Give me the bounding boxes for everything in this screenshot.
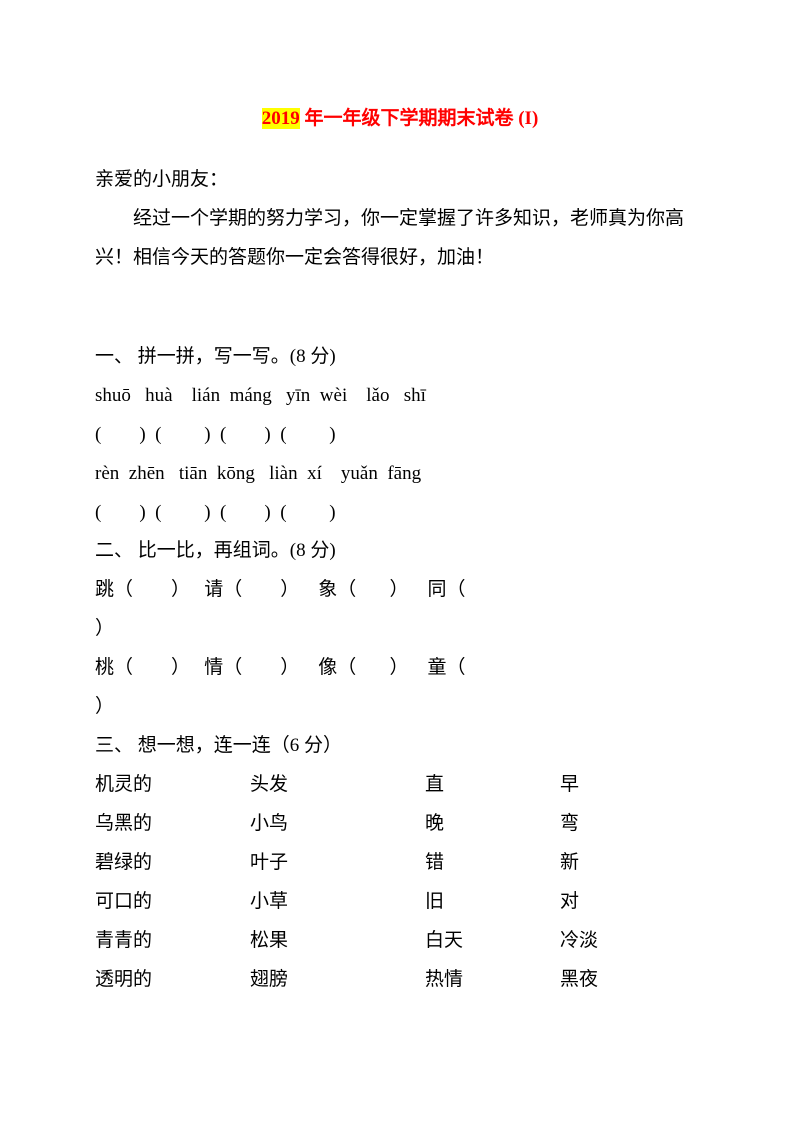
- blank-row-1: ( ) ( ) ( ) ( ): [95, 416, 705, 455]
- matching-cell: 小鸟: [250, 805, 425, 844]
- matching-cell: 黑夜: [560, 961, 660, 1000]
- section-3-heading: 三、 想一想，连一连（6 分）: [95, 727, 705, 766]
- matching-cell: 冷淡: [560, 922, 660, 961]
- spacing-gap: [95, 306, 705, 338]
- matching-cell: 青青的: [95, 922, 250, 961]
- matching-cell: 弯: [560, 805, 660, 844]
- pinyin-row-2: rèn zhēn tiān kōng liàn xí yuǎn fāng: [95, 455, 705, 494]
- matching-cell: 旧: [425, 883, 560, 922]
- matching-cell: 白天: [425, 922, 560, 961]
- section2-row2a: 桃（ ） 情（ ） 像（ ） 童（: [95, 649, 705, 688]
- section-2-heading: 二、 比一比，再组词。(8 分): [95, 532, 705, 571]
- matching-cell: 早: [560, 766, 660, 805]
- intro-paragraph: 经过一个学期的努力学习，你一定掌握了许多知识，老师真为你高兴！相信今天的答题你一…: [95, 200, 705, 278]
- matching-row: 可口的小草旧对: [95, 883, 705, 922]
- matching-cell: 热情: [425, 961, 560, 1000]
- exam-title: 2019 年一年级下学期期末试卷 (I): [95, 100, 705, 139]
- matching-cell: 机灵的: [95, 766, 250, 805]
- matching-cell: 翅膀: [250, 961, 425, 1000]
- pinyin-row-1: shuō huà lián máng yīn wèi lǎo shī: [95, 377, 705, 416]
- title-rest: 年一年级下学期期末试卷 (I): [300, 108, 539, 129]
- blank-row-2: ( ) ( ) ( ) ( ): [95, 494, 705, 533]
- matching-row: 透明的翅膀热情黑夜: [95, 961, 705, 1000]
- matching-cell: 对: [560, 883, 660, 922]
- matching-cell: 晚: [425, 805, 560, 844]
- exam-page: 2019 年一年级下学期期末试卷 (I) 亲爱的小朋友： 经过一个学期的努力学习…: [0, 0, 800, 1040]
- matching-cell: 碧绿的: [95, 844, 250, 883]
- section2-row1a: 跳（ ） 请（ ） 象（ ） 同（: [95, 571, 705, 610]
- matching-cell: 乌黑的: [95, 805, 250, 844]
- greeting-line: 亲爱的小朋友：: [95, 161, 705, 200]
- section-3-grid: 机灵的头发直早乌黑的小鸟晚弯碧绿的叶子错新可口的小草旧对青青的松果白天冷淡透明的…: [95, 766, 705, 1000]
- matching-cell: 头发: [250, 766, 425, 805]
- matching-cell: 错: [425, 844, 560, 883]
- matching-row: 碧绿的叶子错新: [95, 844, 705, 883]
- section-1-heading: 一、 拼一拼，写一写。(8 分): [95, 338, 705, 377]
- matching-row: 机灵的头发直早: [95, 766, 705, 805]
- matching-cell: 松果: [250, 922, 425, 961]
- title-year-highlight: 2019: [262, 108, 300, 129]
- matching-row: 青青的松果白天冷淡: [95, 922, 705, 961]
- matching-cell: 可口的: [95, 883, 250, 922]
- section2-row2b: ）: [95, 688, 705, 727]
- matching-cell: 直: [425, 766, 560, 805]
- matching-cell: 小草: [250, 883, 425, 922]
- matching-cell: 透明的: [95, 961, 250, 1000]
- matching-cell: 新: [560, 844, 660, 883]
- matching-cell: 叶子: [250, 844, 425, 883]
- matching-row: 乌黑的小鸟晚弯: [95, 805, 705, 844]
- section2-row1b: ）: [95, 610, 705, 649]
